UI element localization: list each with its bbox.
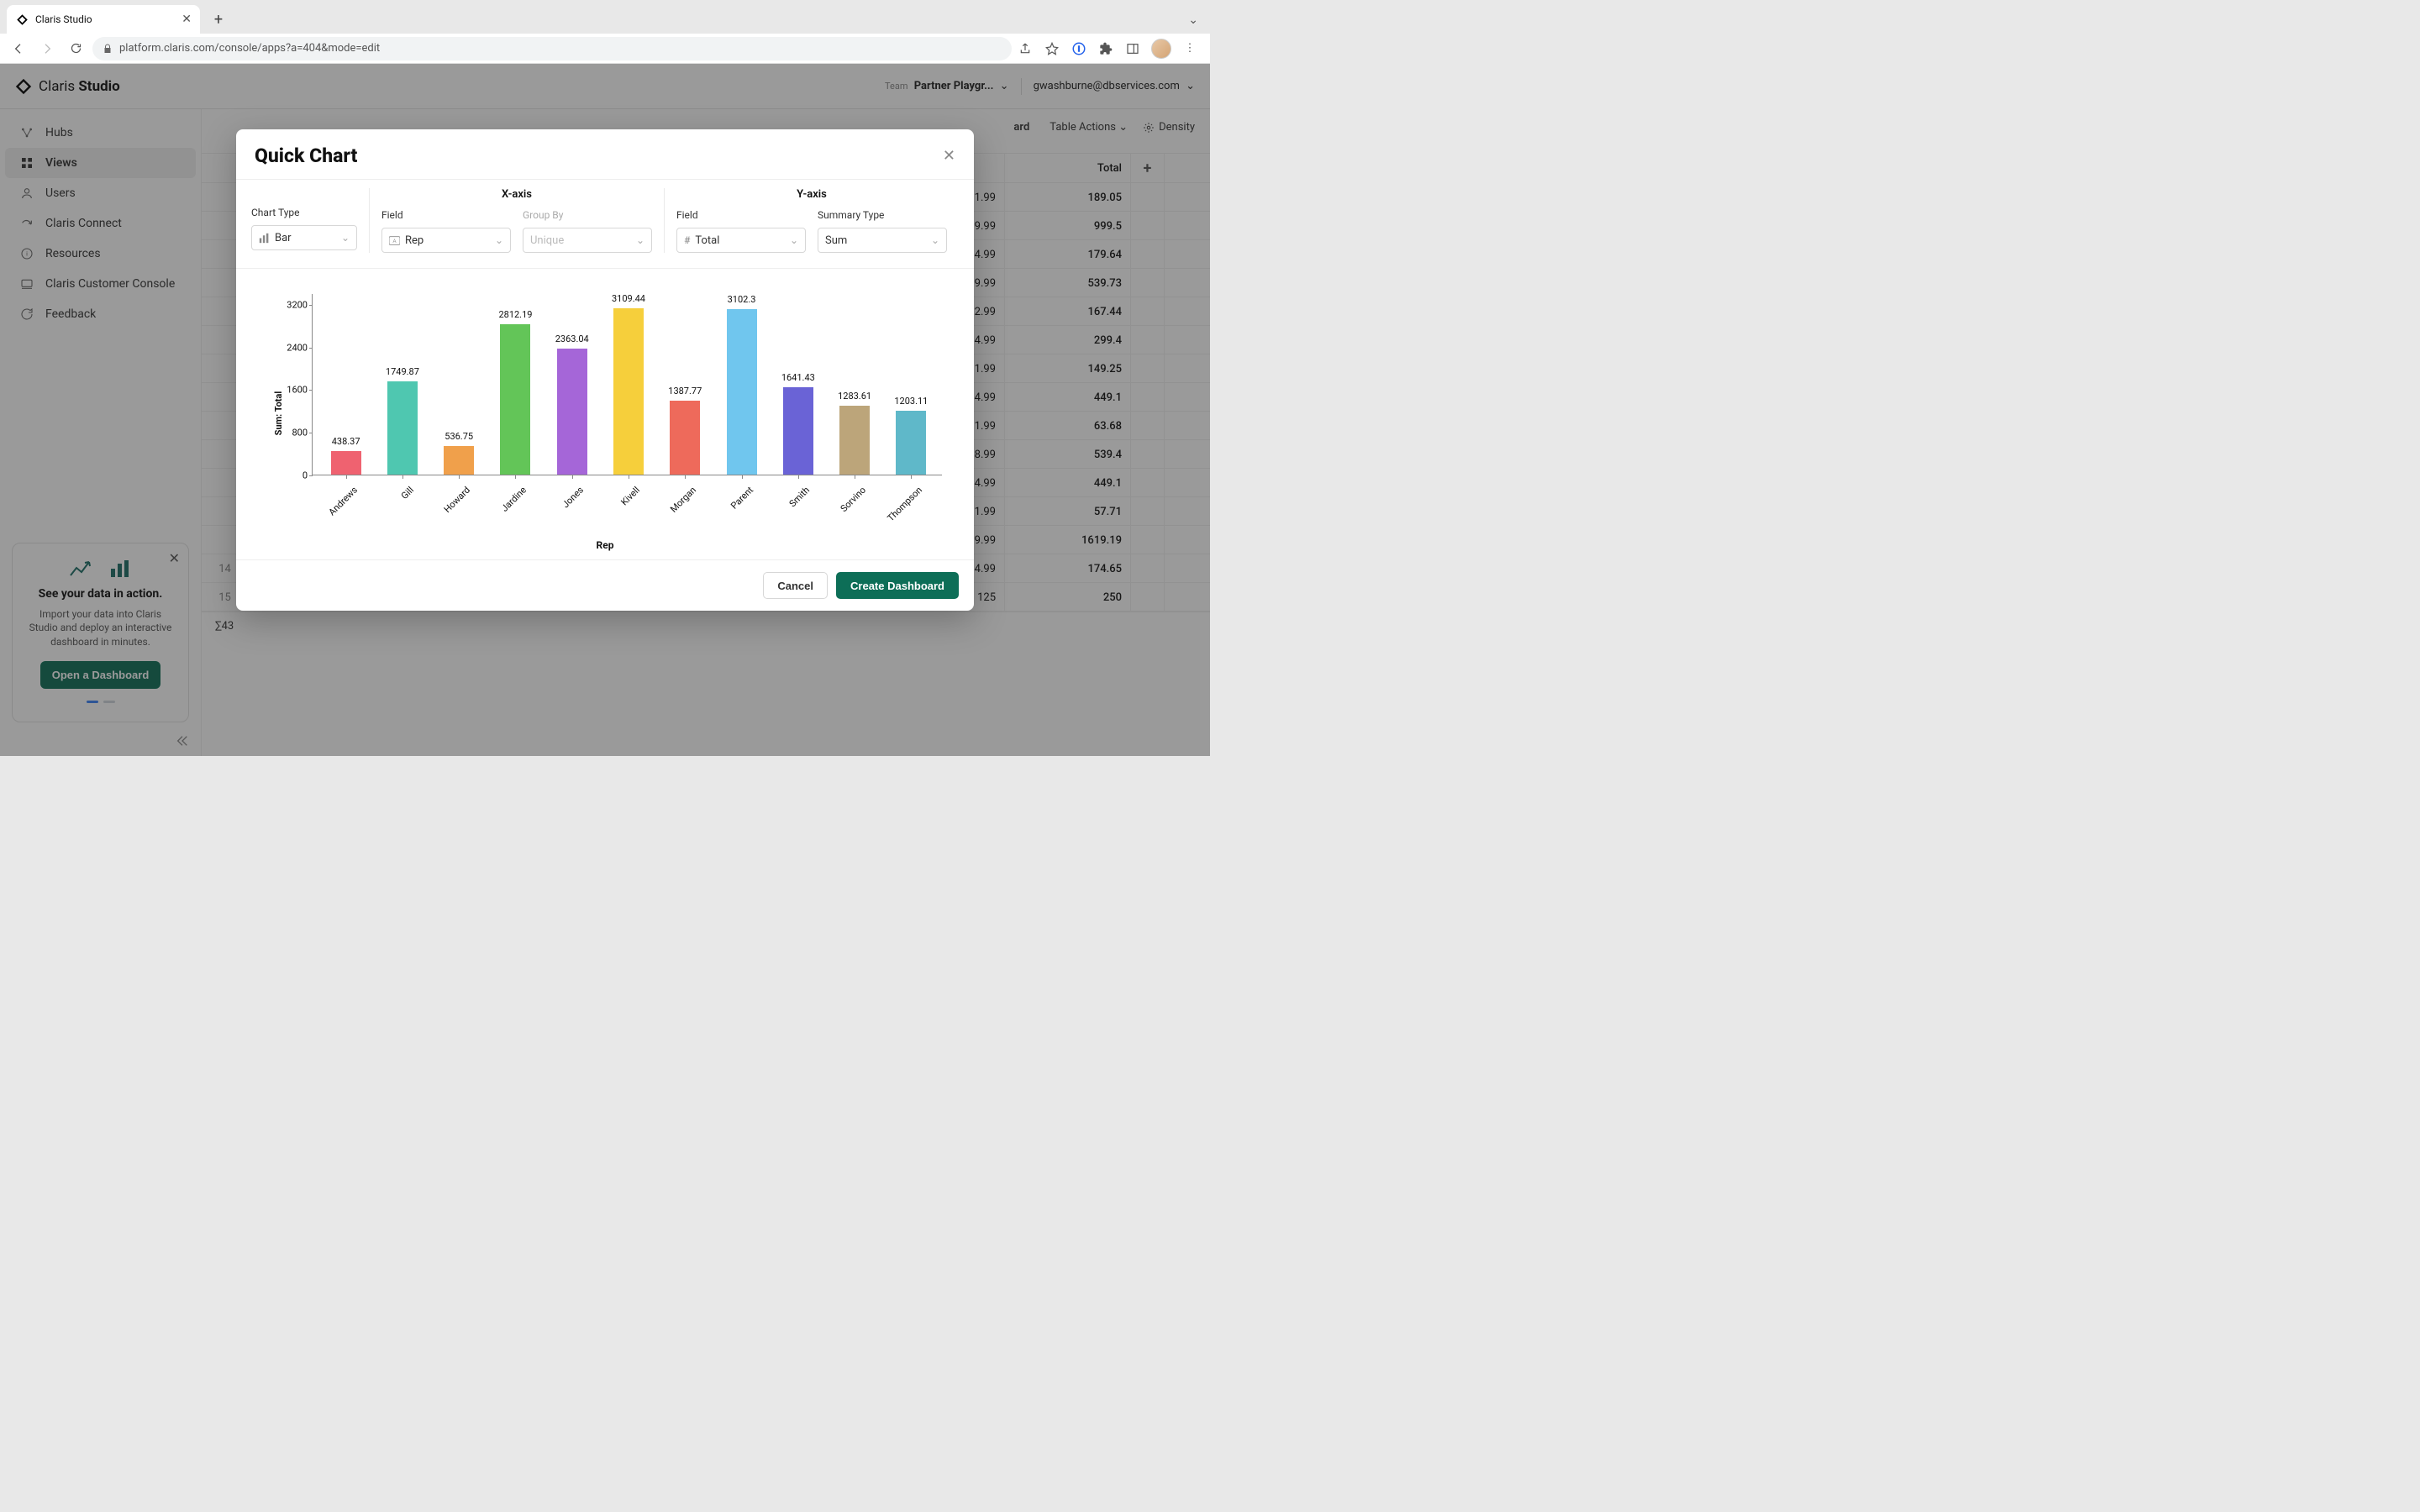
summary-label: Summary Type	[818, 209, 947, 221]
chevron-down-icon: ⌄	[495, 234, 503, 246]
y-tick-label: 2400	[279, 342, 308, 353]
bar[interactable]: 1387.77	[670, 401, 700, 475]
chevron-down-icon: ⌄	[790, 234, 798, 246]
y-tick-label: 1600	[279, 385, 308, 396]
new-tab-button[interactable]: +	[207, 8, 230, 31]
x-tick-label: Andrews	[326, 485, 359, 517]
y-field-value: Total	[695, 234, 719, 247]
x-field-label: Field	[381, 209, 511, 221]
profile-avatar[interactable]	[1151, 39, 1171, 59]
tab-title: Claris Studio	[35, 13, 92, 25]
x-field-select[interactable]: A Rep ⌄	[381, 228, 511, 253]
bar-value-label: 536.75	[445, 431, 473, 442]
y-field-select[interactable]: # Total ⌄	[676, 228, 806, 253]
url-text: platform.claris.com/console/apps?a=404&m…	[119, 42, 380, 55]
bar[interactable]: 536.75	[444, 446, 474, 475]
forward-button[interactable]	[35, 37, 59, 60]
onepassword-icon[interactable]	[1071, 40, 1087, 57]
summary-value: Sum	[825, 234, 847, 247]
quick-chart-modal: Quick Chart ✕ Chart Type Bar ⌄ X-axis Fi…	[236, 129, 974, 611]
x-tick-label: Sorvino	[839, 485, 868, 514]
groupby-label: Group By	[523, 209, 652, 221]
svg-text:A: A	[392, 237, 397, 244]
bar-value-label: 1203.11	[894, 396, 928, 407]
groupby-select: Unique ⌄	[523, 228, 652, 253]
bar-value-label: 2363.04	[555, 333, 589, 344]
chevron-down-icon: ⌄	[636, 234, 644, 246]
x-tick-label: Jardine	[499, 485, 529, 514]
chart-type-label: Chart Type	[251, 207, 357, 218]
chevron-down-icon: ⌄	[931, 234, 939, 246]
kebab-icon[interactable]: ⋮	[1181, 40, 1198, 57]
chart-type-value: Bar	[275, 232, 292, 244]
bar-chart: Sum: Total 438.371749.87536.752812.19236…	[260, 287, 950, 539]
x-tick-label: Thompson	[886, 485, 924, 523]
reload-button[interactable]	[64, 37, 87, 60]
y-tick-label: 0	[279, 470, 308, 481]
x-tick-label: Kivell	[618, 485, 642, 508]
cancel-button[interactable]: Cancel	[763, 572, 828, 599]
bar[interactable]: 1749.87	[387, 381, 418, 475]
x-tick-label: Parent	[729, 485, 755, 512]
number-field-icon: #	[684, 234, 690, 246]
browser-chrome: Claris Studio ✕ + ⌄ platform.claris.com/…	[0, 0, 1210, 64]
close-icon[interactable]: ✕	[943, 147, 955, 165]
lock-icon	[103, 44, 113, 54]
chrome-toolbar-icons: ⋮	[1017, 39, 1203, 59]
x-tick-label: Morgan	[668, 485, 698, 515]
bar-value-label: 1749.87	[386, 366, 419, 377]
tab-strip: Claris Studio ✕ + ⌄	[0, 0, 1210, 34]
bar-value-label: 3102.3	[728, 294, 756, 305]
x-field-value: Rep	[405, 234, 424, 247]
bar[interactable]: 2812.19	[500, 324, 530, 475]
extensions-icon[interactable]	[1097, 40, 1114, 57]
bar[interactable]: 3109.44	[613, 308, 644, 475]
chart-type-select[interactable]: Bar ⌄	[251, 225, 357, 250]
x-tick-label: Gill	[399, 485, 416, 501]
create-dashboard-button[interactable]: Create Dashboard	[836, 572, 959, 599]
address-bar: platform.claris.com/console/apps?a=404&m…	[0, 34, 1210, 64]
bar-value-label: 1641.43	[781, 372, 815, 383]
xaxis-heading: X-axis	[381, 188, 652, 201]
text-field-icon: A	[389, 236, 400, 245]
summary-select[interactable]: Sum ⌄	[818, 228, 947, 253]
y-tick-label: 800	[279, 428, 308, 438]
back-button[interactable]	[7, 37, 30, 60]
close-icon[interactable]: ✕	[182, 13, 192, 26]
url-input[interactable]: platform.claris.com/console/apps?a=404&m…	[92, 37, 1012, 60]
y-field-label: Field	[676, 209, 806, 221]
x-tick-label: Jones	[560, 485, 585, 510]
bar[interactable]: 2363.04	[557, 349, 587, 475]
groupby-value: Unique	[530, 234, 564, 247]
bar[interactable]: 1283.61	[839, 406, 870, 475]
modal-title: Quick Chart	[255, 144, 357, 167]
tabs-menu-icon[interactable]: ⌄	[1188, 13, 1198, 27]
panel-icon[interactable]	[1124, 40, 1141, 57]
browser-tab[interactable]: Claris Studio ✕	[7, 5, 200, 34]
yaxis-heading: Y-axis	[676, 188, 947, 201]
share-page-icon[interactable]	[1017, 40, 1034, 57]
bookmark-icon[interactable]	[1044, 40, 1060, 57]
bar-chart-icon	[259, 233, 270, 244]
x-tick-label: Howard	[442, 485, 472, 515]
chevron-down-icon: ⌄	[341, 232, 350, 244]
bar[interactable]: 3102.3	[727, 309, 757, 475]
x-tick-label: Smith	[786, 485, 811, 509]
bar-value-label: 1387.77	[668, 386, 702, 396]
bar[interactable]: 1203.11	[896, 411, 926, 475]
bar-value-label: 3109.44	[612, 293, 645, 304]
bar-value-label: 438.37	[332, 436, 360, 447]
bar-value-label: 2812.19	[498, 309, 532, 320]
bar[interactable]: 438.37	[331, 451, 361, 475]
y-tick-label: 3200	[279, 299, 308, 310]
tab-favicon	[15, 13, 29, 26]
x-axis-title: Rep	[260, 539, 950, 551]
bar[interactable]: 1641.43	[783, 387, 813, 475]
bar-value-label: 1283.61	[838, 391, 871, 402]
